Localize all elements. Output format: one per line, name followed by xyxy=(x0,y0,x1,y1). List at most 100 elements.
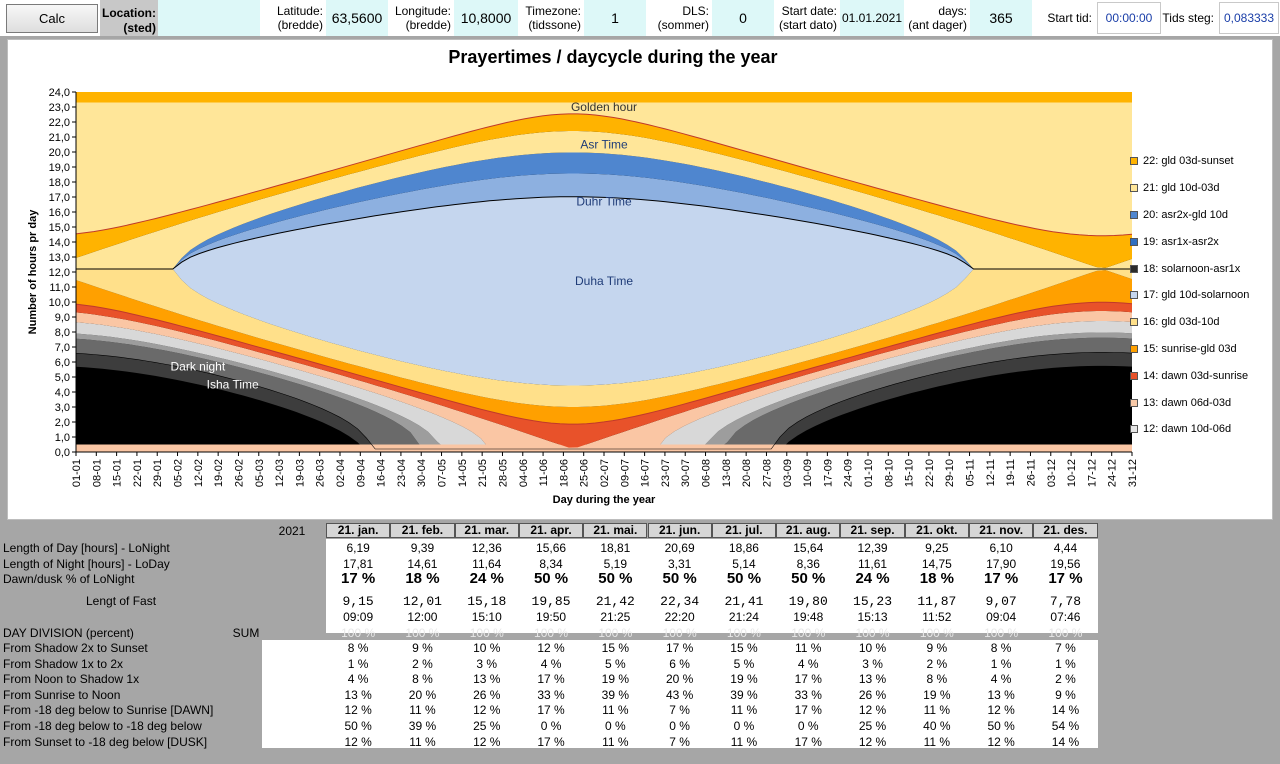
division-cell: 0 % xyxy=(797,719,819,733)
division-cell: 4 % xyxy=(990,672,1012,687)
division-cell: 8 % xyxy=(990,641,1012,655)
x-tick-label: 17-09 xyxy=(822,459,834,487)
y-tick-label: 12,0 xyxy=(49,267,70,279)
legend-entry: 14: dawn 03d-sunrise xyxy=(1130,362,1270,389)
division-cell: 8 % xyxy=(926,672,948,687)
row-label: Dawn/dusk % of LoNight xyxy=(3,572,135,586)
table-cell: 22:20 xyxy=(664,610,695,624)
x-tick-label: 25-06 xyxy=(579,459,591,487)
division-sum-cell: 100 % xyxy=(469,626,504,640)
division-cell: 3 % xyxy=(476,656,498,671)
legend-swatch xyxy=(1130,237,1138,246)
x-tick-label: 30-07 xyxy=(680,459,692,487)
layer-golden-3-sunset xyxy=(76,113,1132,268)
division-cell: 39 % xyxy=(730,687,758,702)
legend-entry: 13: dawn 06d-03d xyxy=(1130,389,1270,416)
latitude-input[interactable]: 63,5600 xyxy=(326,0,388,36)
table-cell: 50 % xyxy=(726,570,762,587)
latitude-label-sub: (bredde) xyxy=(277,18,323,32)
x-tick-label: 26-11 xyxy=(1025,459,1037,486)
division-cell: 2 % xyxy=(412,656,433,671)
x-tick-label: 23-04 xyxy=(396,459,408,487)
table-cell: 11,87 xyxy=(917,594,957,609)
legend-label: 20: asr2x-gld 10d xyxy=(1143,208,1228,221)
starttid-input[interactable]: 00:00:00 xyxy=(1097,2,1161,34)
tidssteg-input[interactable]: 0,083333 xyxy=(1219,2,1279,34)
legend-label: 22: gld 03d-sunset xyxy=(1143,155,1234,168)
y-tick-label: 3,0 xyxy=(55,402,70,414)
table-cell: 21,42 xyxy=(595,594,635,609)
layer-golden-10-3 xyxy=(76,131,1132,269)
startdate-input[interactable]: 01.01.2021 xyxy=(840,0,904,36)
dls-input[interactable]: 0 xyxy=(712,0,774,36)
y-tick-label: 22,0 xyxy=(49,117,70,129)
division-cell: 4 % xyxy=(540,656,562,671)
location-label-text: Location: xyxy=(102,6,156,20)
layer-top-band xyxy=(76,92,1132,103)
days-input[interactable]: 365 xyxy=(970,0,1032,36)
table-cell: 24 % xyxy=(469,570,504,587)
table-cell: 50 % xyxy=(533,570,569,587)
y-tick-label: 24,0 xyxy=(49,87,70,99)
division-cell: 39 % xyxy=(601,687,630,702)
x-tick-label: 19-03 xyxy=(294,459,306,487)
legend-swatch xyxy=(1130,398,1138,407)
x-tick-label: 10-09 xyxy=(802,459,814,487)
x-tick-label: 12-03 xyxy=(274,459,286,487)
legend-label: 14: dawn 03d-sunrise xyxy=(1143,369,1249,382)
x-tick-label: 09-04 xyxy=(355,459,367,487)
legend-label: 15: sunrise-gld 03d xyxy=(1143,342,1237,355)
x-tick-label: 16-07 xyxy=(640,459,652,487)
chart-annotation: Golden hour xyxy=(571,100,637,114)
division-cell: 15 % xyxy=(730,641,758,655)
table-cell: 15,23 xyxy=(853,594,893,609)
table-cell: 12,01 xyxy=(402,594,442,609)
calc-button[interactable]: Calc xyxy=(6,4,98,33)
table-cell: 22,34 xyxy=(660,594,700,609)
dls-label: DLS: (sommer) xyxy=(648,0,712,36)
legend-label: 17: gld 10d-solarnoon xyxy=(1143,289,1250,302)
y-tick-label: 10,0 xyxy=(49,297,70,309)
table-cell: 19,56 xyxy=(1050,557,1081,571)
division-cell: 12 % xyxy=(473,703,501,718)
x-tick-label: 02-04 xyxy=(335,459,347,487)
x-tick-label: 10-12 xyxy=(1066,459,1078,487)
timezone-input[interactable]: 1 xyxy=(584,0,646,36)
division-cell: 9 % xyxy=(926,641,948,655)
x-tick-label: 18-06 xyxy=(558,459,570,487)
division-cell: 17 % xyxy=(665,641,694,655)
startdate-label-sub: (start dato) xyxy=(778,18,837,32)
division-cell: 33 % xyxy=(794,687,822,702)
division-cell: 0 % xyxy=(669,719,690,733)
division-cell: 11 % xyxy=(795,641,822,655)
timezone-label: Timezone: (tidssone) xyxy=(520,0,584,36)
x-tick-label: 05-11 xyxy=(965,459,977,486)
division-cell: 4 % xyxy=(347,672,369,687)
x-tick-label: 27-08 xyxy=(761,459,773,487)
x-tick-label: 31-12 xyxy=(1127,459,1139,487)
legend-label: 16: gld 03d-10d xyxy=(1143,316,1220,329)
y-tick-label: 8,0 xyxy=(55,327,70,339)
layer-dawn-10-6 xyxy=(76,321,1132,449)
division-cell: 11 % xyxy=(730,734,758,749)
division-cell: 19 % xyxy=(923,687,951,702)
x-tick-label: 01-10 xyxy=(863,459,875,487)
table-cell: 17 % xyxy=(1048,570,1083,587)
location-input[interactable] xyxy=(158,0,260,36)
longitude-input[interactable]: 10,8000 xyxy=(454,0,518,36)
row-label: Length of Night [hours] - LoDay xyxy=(3,557,170,571)
summary-table: 2021 21. jan. 21. feb. 21. mar. 21. apr. 21. … xyxy=(0,522,1280,764)
legend-swatch xyxy=(1130,425,1138,434)
table-cell: 17 % xyxy=(341,570,376,587)
x-tick-label: 24-12 xyxy=(1107,459,1119,487)
x-tick-label: 05-03 xyxy=(254,459,266,487)
division-cell: 43 % xyxy=(665,687,694,702)
x-tick-label: 24-09 xyxy=(843,459,855,487)
legend-label: 21: gld 10d-03d xyxy=(1143,182,1220,195)
y-tick-label: 23,0 xyxy=(49,102,70,114)
latitude-label: Latitude: (bredde) xyxy=(262,0,326,36)
division-row-label: From -18 deg below to Sunrise [DAWN] xyxy=(3,703,214,718)
dls-label-text: DLS: xyxy=(682,4,709,18)
legend-entry: 21: gld 10d-03d xyxy=(1130,175,1270,202)
x-tick-label: 19-11 xyxy=(1005,459,1017,486)
